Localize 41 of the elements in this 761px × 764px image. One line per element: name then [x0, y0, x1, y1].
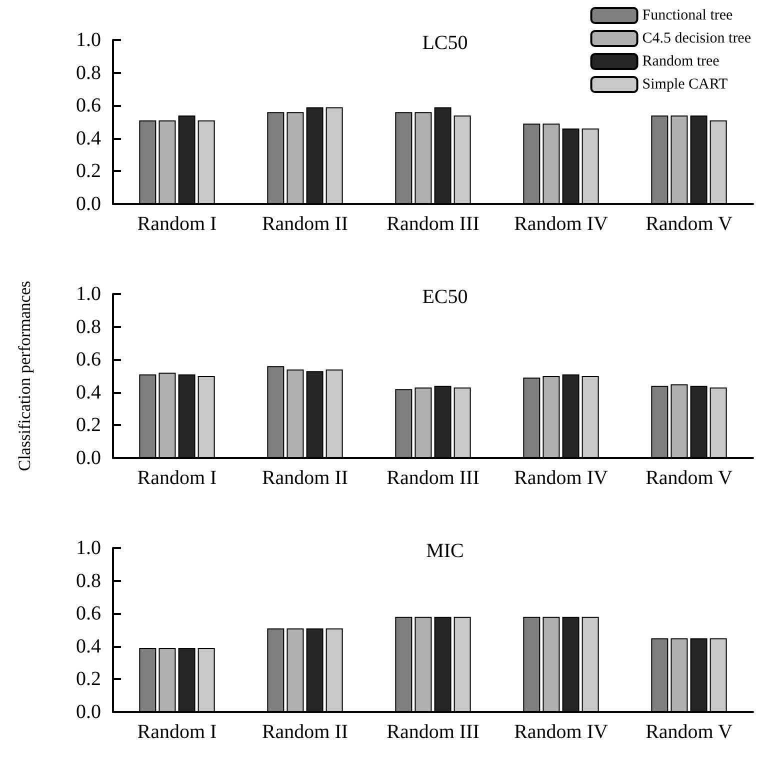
- y-tick-label: 0.4: [76, 381, 101, 404]
- legend-label: Simple CART: [642, 76, 728, 92]
- y-tick-label: 0.4: [76, 127, 101, 150]
- x-tick-label: Random IV: [514, 213, 608, 235]
- x-tick-label: Random I: [137, 213, 217, 235]
- x-tick-label: Random III: [386, 721, 480, 743]
- y-tick-label: 0.8: [76, 316, 101, 338]
- x-tick-label: Random IV: [514, 721, 608, 743]
- x-tick-label: Random V: [646, 213, 733, 235]
- x-tick-label: Random III: [386, 467, 480, 489]
- y-axis-title: Classification performances: [15, 280, 34, 472]
- y-tick-label: 0.4: [76, 635, 101, 658]
- x-tick-label: Random II: [262, 467, 348, 489]
- y-tick-label: 0.8: [76, 570, 101, 592]
- legend-label: Random tree: [642, 54, 720, 70]
- x-tick-label: Random V: [646, 721, 733, 743]
- x-tick-label: Random II: [262, 721, 348, 743]
- y-tick-label: 0.8: [76, 62, 101, 84]
- y-tick-label: 1.0: [76, 283, 101, 305]
- legend-label: Functional tree: [642, 8, 734, 24]
- chart-title: LC50: [422, 32, 468, 54]
- y-tick-label: 0.6: [76, 94, 101, 117]
- chart-title: MIC: [426, 540, 464, 562]
- x-tick-label: Random II: [262, 213, 348, 235]
- y-tick-label: 0.6: [76, 348, 101, 371]
- y-tick-label: 1.0: [76, 537, 101, 559]
- x-tick-label: Random IV: [514, 467, 608, 489]
- x-tick-label: Random V: [646, 467, 733, 489]
- y-tick-label: 1.0: [76, 29, 101, 51]
- y-tick-label: 0.2: [76, 160, 101, 182]
- x-tick-label: Random I: [137, 467, 217, 489]
- legend-label: C4.5 decision tree: [642, 30, 752, 46]
- chart-title: EC50: [422, 286, 468, 308]
- x-tick-label: Random III: [386, 213, 480, 235]
- y-tick-label: 0.2: [76, 668, 101, 690]
- y-tick-label: 0.2: [76, 414, 101, 436]
- y-tick-label: 0.0: [76, 701, 101, 723]
- y-tick-label: 0.0: [76, 447, 101, 469]
- x-tick-label: Random I: [137, 721, 217, 743]
- y-tick-label: 0.6: [76, 602, 101, 625]
- y-tick-label: 0.0: [76, 193, 101, 215]
